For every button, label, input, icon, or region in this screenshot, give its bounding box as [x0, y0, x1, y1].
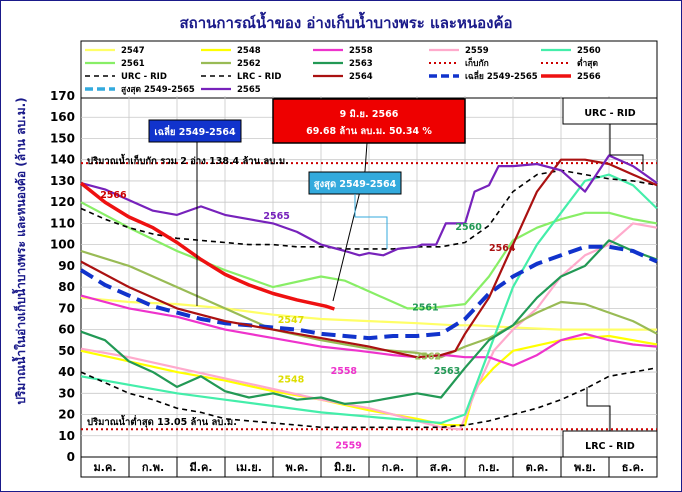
x-tick-label: มิ.ย. [334, 461, 356, 474]
x-tick-label: ต.ค. [526, 461, 549, 474]
x-tick-label: พ.ค. [286, 461, 309, 474]
y-tick-label: 50 [58, 344, 75, 358]
y-tick-label: 60 [58, 323, 75, 337]
x-tick-label: ก.พ. [142, 461, 164, 474]
legend-label: 2559 [465, 46, 489, 56]
inline-label-2559: 2559 [335, 441, 361, 452]
legend-label: 2547 [121, 46, 145, 56]
current-date: 9 มิ.ย. 2566 [340, 109, 399, 120]
y-tick-label: 130 [50, 174, 75, 188]
x-tick-label: ส.ค. [430, 461, 452, 474]
legend-label: สูงสุด 2549-2565 [121, 85, 195, 95]
legend-label: ต่ำสุด [577, 56, 598, 69]
legend-label: 2563 [349, 59, 373, 69]
series-LRC---RID [80, 367, 658, 429]
y-tick-label: 170 [50, 89, 75, 103]
legend-label: 2562 [237, 59, 261, 69]
series-group [79, 154, 658, 431]
y-tick-label: 140 [50, 153, 75, 167]
x-axis: ม.ค. ก.พ. มี.ค. เม.ย. พ.ค. มิ.ย. ก.ค. ส.ค. ก.ย. ต… [80, 456, 658, 478]
y-tick-label: 0 [67, 450, 75, 464]
y-tick-label: 20 [58, 408, 75, 422]
y-tick-label: 40 [58, 365, 75, 379]
series-2566 [79, 181, 335, 311]
avg-box [148, 119, 242, 143]
x-tick-label: ก.ค. [382, 461, 404, 474]
inline-label-2563: 2563 [434, 366, 460, 377]
series-2563 [80, 239, 658, 405]
legend-label: เก็บกัก [465, 56, 489, 69]
chart-title: สถานการณ์น้ำของ อ่างเก็บน้ำบางพระ และหนอ… [180, 11, 513, 32]
minimum-text: ปริมาณน้ำต่ำสุด 13.05 ล้าน ลบ.ม. [87, 414, 237, 428]
y-tick-label: 120 [50, 195, 75, 209]
y-tick-label: 70 [58, 301, 75, 315]
y-tick-label: 150 [50, 131, 75, 145]
legend-label: 2566 [577, 72, 601, 82]
y-tick-label: 90 [58, 259, 75, 273]
series-2561 [80, 201, 658, 310]
current-value-box [272, 98, 466, 144]
legend-label: เฉลี่ย 2549-2565 [465, 69, 538, 82]
capacity-text: ปริมาณน้ำเก็บกัก รวม 2 อ่าง 138.4 ล้าน ล… [87, 153, 289, 167]
series-2560 [80, 173, 658, 425]
y-tick-label: 30 [58, 386, 75, 400]
y-tick-label: 10 [58, 429, 75, 443]
lrc-box [562, 430, 658, 458]
y-axis: 0 10 20 30 40 50 60 70 80 90 100 110 120 130 140 150 160… [50, 89, 75, 464]
inline-label-2565: 2565 [263, 211, 289, 222]
urc-box [562, 97, 658, 125]
inline-label-2548: 2548 [278, 375, 305, 386]
inline-label-2561: 2561 [412, 302, 438, 313]
x-tick-label: ม.ค. [94, 461, 117, 474]
series-เฉลี่ย-2549-2565 [79, 244, 658, 341]
inline-label-2547: 2547 [278, 315, 304, 326]
x-tick-label: มี.ค. [190, 461, 213, 474]
inline-label-2562: 2562 [415, 351, 441, 362]
avg-box-label: เฉลี่ย 2549-2564 [154, 124, 236, 138]
current-value: 69.68 ล้าน ลบ.ม. 50.34 % [306, 125, 432, 137]
lrc-box-label: LRC - RID [585, 441, 635, 452]
x-tick-label: พ.ย. [574, 461, 596, 474]
legend-label: 2560 [577, 46, 601, 56]
inline-labels: 2566 2565 2560 2564 2561 2547 2562 2558 2548 2563… [100, 190, 516, 452]
legend-label: 2548 [237, 46, 261, 56]
series-2558 [80, 294, 658, 367]
series-2547 [80, 296, 657, 331]
inline-label-2566: 2566 [100, 190, 127, 201]
x-tick-label: ก.ย. [478, 461, 499, 474]
current-value-leader [364, 142, 368, 172]
y-tick-label: 160 [50, 110, 75, 124]
inline-label-2560: 2560 [455, 222, 482, 233]
x-tick-label: ธ.ค. [622, 461, 644, 474]
annotations: ปริมาณน้ำเก็บกัก รวม 2 อ่าง 138.4 ล้าน ล… [87, 97, 658, 458]
series-2559 [80, 222, 658, 431]
x-tick-label: เม.ย. [236, 461, 262, 474]
lrc-box-leader [586, 387, 611, 431]
legend-label: 2561 [121, 59, 145, 69]
legend-label: 2558 [349, 46, 373, 56]
urc-box-label: URC - RID [584, 108, 635, 119]
legend-label: URC - RID [121, 72, 167, 82]
series-2564 [80, 158, 658, 359]
max-box-leader [354, 194, 388, 249]
series-2565 [80, 154, 658, 257]
y-tick-label: 110 [50, 216, 75, 230]
inline-label-2558: 2558 [331, 366, 358, 377]
y-axis-label: ปริมาณน้ำในอ่างเก็บน้ำบางพระ และหนองค้อ … [11, 97, 28, 404]
inline-label-2564: 2564 [489, 243, 516, 254]
y-tick-label: 100 [50, 238, 75, 252]
max-box-label: สูงสุด 2549-2564 [314, 179, 397, 191]
legend-label: 2564 [349, 72, 373, 82]
legend-label: LRC - RID [237, 72, 281, 82]
y-tick-label: 80 [58, 280, 75, 294]
legend-label: 2565 [237, 85, 261, 95]
legend: 2547 2548 2558 2559 2560 2561 2562 2563 เก็บกัก ต… [85, 46, 601, 95]
urc-box-leader [609, 124, 644, 171]
